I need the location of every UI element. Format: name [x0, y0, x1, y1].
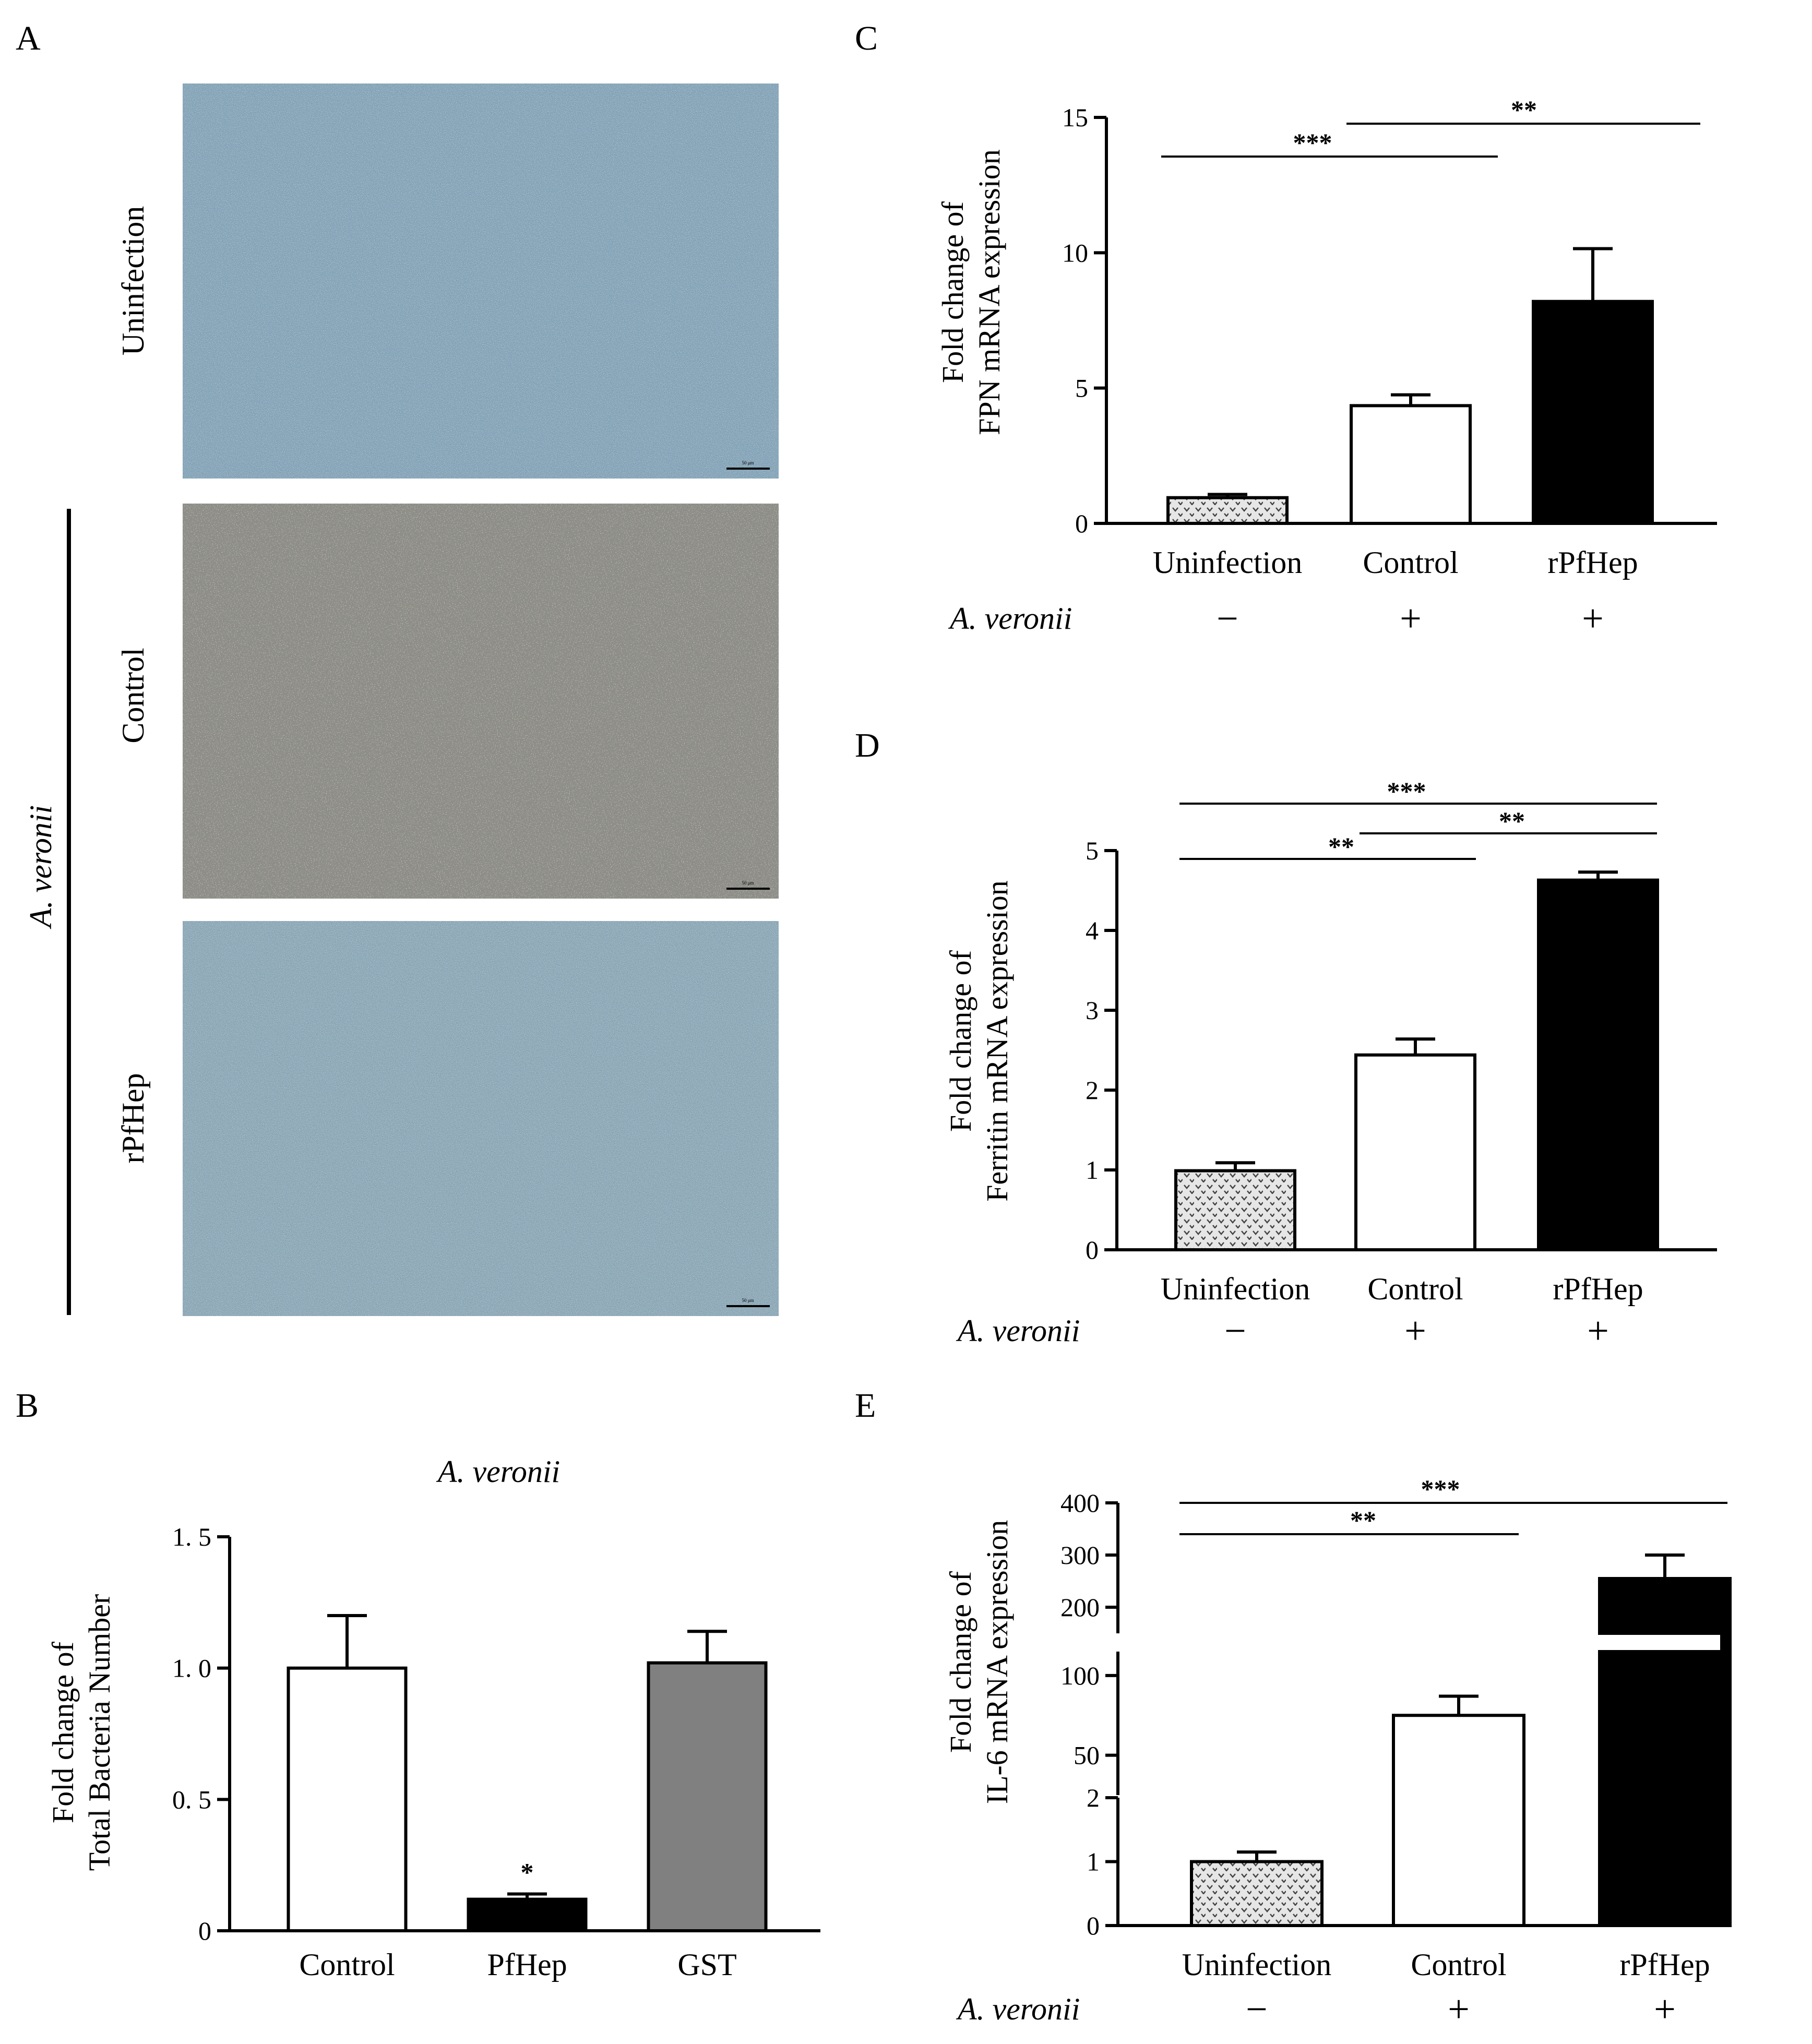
y-axis-label: FPN mRNA expression	[972, 149, 1006, 435]
chart-title: A. veronii	[436, 1454, 560, 1489]
y-axis-label: Total Bacteria Number	[82, 1594, 116, 1871]
row-label-uninfection: Uninfection	[116, 206, 150, 356]
bar-control	[1354, 1053, 1476, 1252]
treatment-sign: +	[1654, 1988, 1676, 2031]
x-tick-label: rPfHep	[1547, 545, 1638, 580]
y-tick-label: 1. 5	[172, 1522, 211, 1551]
y-tick-label: 5	[1075, 374, 1088, 403]
y-axis-label: IL-6 mRNA expression	[980, 1520, 1014, 1804]
x-tick-label: Control	[1411, 1947, 1506, 1982]
y-tick-label: 1	[1086, 1155, 1099, 1185]
scale-bar-label: 50 μm	[742, 1298, 754, 1303]
treatment-label: A. veronii	[956, 1992, 1080, 2026]
y-tick-label: 15	[1062, 103, 1088, 132]
row-label-control: Control	[116, 648, 150, 743]
panel-letter-e: E	[855, 1386, 876, 1425]
panel-letter-b: B	[16, 1386, 39, 1425]
y-tick-label: 5	[1086, 836, 1099, 865]
bar-rpfhep	[1537, 878, 1659, 1251]
y-tick-label: 400	[1060, 1488, 1100, 1517]
treatment-sign: +	[1400, 597, 1422, 640]
y-tick-label: 1. 0	[172, 1654, 211, 1683]
comparison-label: ***	[1387, 776, 1426, 806]
y-axis-label: Fold change of	[936, 201, 970, 383]
y-tick-label: 10	[1062, 238, 1088, 267]
bar-uninfection	[1166, 496, 1289, 525]
group-label-a-veronii: A. veronii	[23, 805, 58, 929]
x-tick-label: Uninfection	[1182, 1947, 1332, 1982]
y-tick-label: 3	[1086, 996, 1099, 1025]
x-tick-label: Uninfection	[1161, 1272, 1310, 1306]
y-tick-label: 0	[1087, 1911, 1100, 1940]
panel-a: A 50 μm 50 μm 50 μm Uninfection Control …	[16, 19, 779, 1316]
chart-e: E Fold change of IL-6 mRNA expression 0 1 2 50…	[855, 1386, 1732, 2031]
comparison-label: ***	[1421, 1474, 1460, 1503]
treatment-label: A. veronii	[948, 601, 1072, 636]
bar-gst	[647, 1661, 768, 1933]
y-tick-label: 2	[1086, 1075, 1099, 1105]
x-tick-label: rPfHep	[1553, 1272, 1643, 1306]
panel-letter-d: D	[855, 726, 880, 764]
y-tick-label: 300	[1060, 1540, 1100, 1570]
micrograph-control: 50 μm	[183, 504, 779, 899]
significance-marker: *	[521, 1858, 534, 1887]
x-tick-label: Uninfection	[1153, 545, 1303, 580]
x-tick-label: PfHep	[487, 1947, 567, 1982]
bar-rpfhep	[1598, 1577, 1732, 1927]
y-tick-label: 2	[1087, 1783, 1100, 1812]
axis-break-gap	[1121, 1635, 1720, 1650]
y-axis-label: Ferritin mRNA expression	[980, 880, 1014, 1201]
scale-bar-label: 50 μm	[742, 460, 754, 465]
row-label-rpfhep: rPfHep	[116, 1073, 150, 1163]
chart-b: B A. veronii Fold change of Total Bacteria …	[16, 1386, 820, 1982]
comparison-label: **	[1511, 95, 1537, 124]
chart-d: D Fold change of Ferritin mRNA expression 0…	[855, 726, 1717, 1353]
treatment-label: A. veronii	[956, 1313, 1080, 1348]
comparison-label: **	[1328, 832, 1354, 861]
y-tick-label: 1	[1087, 1847, 1100, 1876]
bar-control	[1392, 1714, 1525, 1927]
x-tick-label: Control	[299, 1947, 395, 1982]
bar-uninfection	[1174, 1169, 1296, 1252]
y-axis-label: Fold change of	[46, 1641, 80, 1823]
bar-uninfection	[1190, 1860, 1324, 1927]
panel-a-letter: A	[16, 19, 41, 57]
comparison-label: **	[1350, 1505, 1376, 1535]
treatment-sign: +	[1582, 597, 1604, 640]
x-tick-label: GST	[677, 1947, 736, 1982]
y-axis-label: Fold change of	[944, 1571, 977, 1753]
y-tick-label: 0	[1086, 1235, 1099, 1264]
x-tick-label: Control	[1363, 545, 1458, 580]
y-axis-label: Fold change of	[944, 950, 977, 1132]
treatment-sign: +	[1404, 1310, 1426, 1353]
comparison-label: ***	[1293, 128, 1332, 157]
x-tick-label: Control	[1367, 1272, 1463, 1306]
y-tick-label: 0	[198, 1916, 211, 1945]
y-tick-label: 0	[1075, 509, 1088, 538]
y-tick-label: 200	[1060, 1593, 1100, 1622]
bar-control	[287, 1666, 408, 1933]
treatment-sign: +	[1448, 1988, 1470, 2031]
treatment-sign: −	[1217, 597, 1238, 640]
x-tick-label: rPfHep	[1619, 1947, 1710, 1982]
bar-rpfhep	[1532, 300, 1654, 525]
treatment-sign: −	[1224, 1310, 1246, 1353]
y-tick-label: 4	[1086, 916, 1099, 945]
treatment-sign: +	[1587, 1310, 1609, 1353]
panel-letter-c: C	[855, 19, 878, 57]
bar-pfhep	[467, 1897, 588, 1933]
y-tick-label: 0. 5	[172, 1785, 211, 1814]
micrograph-rpfhep: 50 μm	[183, 921, 779, 1316]
treatment-sign: −	[1246, 1988, 1268, 2031]
scale-bar-label: 50 μm	[742, 880, 754, 886]
comparison-label: **	[1499, 806, 1525, 835]
y-tick-label: 100	[1060, 1661, 1100, 1690]
bar-control	[1350, 404, 1472, 525]
y-tick-label: 50	[1074, 1741, 1100, 1770]
micrograph-uninfection: 50 μm	[183, 83, 779, 479]
chart-c: C Fold change of FPN mRNA expression 0 5 10 15…	[855, 19, 1717, 640]
